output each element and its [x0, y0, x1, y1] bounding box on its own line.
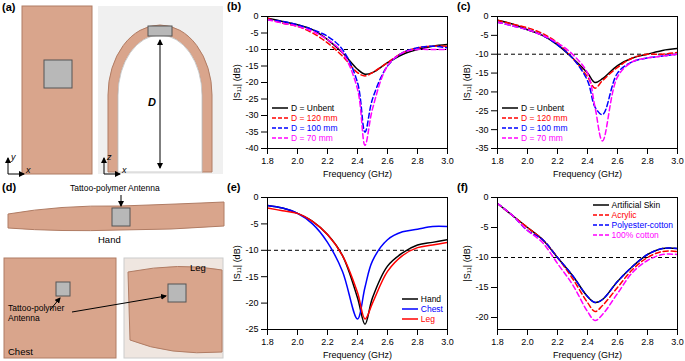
svg-text:-5: -5 — [480, 222, 488, 232]
html-text:Tattoo-polymer Antenna: Tattoo-polymer Antenna — [8, 303, 65, 323]
html-text:D = Unbent: D = Unbent — [291, 103, 335, 113]
html-text:Acrylic: Acrylic — [611, 210, 637, 220]
svg-text:1.8: 1.8 — [261, 156, 274, 166]
svg-text:1.8: 1.8 — [491, 337, 504, 347]
html-text:D = 120 mm: D = 120 mm — [521, 113, 568, 123]
svg-text:-30: -30 — [475, 125, 488, 135]
svg-text:-20: -20 — [245, 77, 258, 87]
svg-text:2.6: 2.6 — [381, 337, 394, 347]
svg-text:Frequency (GHz): Frequency (GHz) — [323, 169, 392, 179]
svg-text:-35: -35 — [475, 143, 488, 153]
svg-text:Frequency (GHz): Frequency (GHz) — [323, 350, 392, 360]
svg-text:|S₁₁| (dB): |S₁₁| (dB) — [232, 245, 242, 281]
svg-text:-10: -10 — [245, 245, 258, 255]
svg-text:2.2: 2.2 — [551, 156, 564, 166]
svg-text:2.8: 2.8 — [641, 156, 654, 166]
html-text:x: x — [26, 165, 31, 175]
svg-text:0: 0 — [253, 192, 258, 202]
svg-text:-25: -25 — [245, 94, 258, 104]
svg-text:2.2: 2.2 — [321, 337, 334, 347]
svg-text:2.6: 2.6 — [611, 337, 624, 347]
svg-text:2.4: 2.4 — [351, 337, 364, 347]
html-text:D = 70 mm: D = 70 mm — [521, 133, 563, 143]
svg-text:2.4: 2.4 — [581, 156, 594, 166]
svg-text:3.0: 3.0 — [441, 156, 454, 166]
svg-text:-20: -20 — [475, 87, 488, 97]
svg-text:-5: -5 — [250, 28, 258, 38]
svg-text:0: 0 — [253, 11, 258, 21]
html-text:z: z — [107, 152, 112, 162]
svg-text:0: 0 — [483, 11, 488, 21]
svg-text:1.8: 1.8 — [261, 337, 274, 347]
html-text:(f): (f) — [457, 181, 468, 193]
html-text:(e): (e) — [227, 181, 241, 193]
svg-text:|S₁₁| (dB): |S₁₁| (dB) — [232, 64, 242, 100]
html-text:D = 100 mm: D = 100 mm — [521, 123, 568, 133]
html-text:D = Unbent: D = Unbent — [521, 103, 565, 113]
svg-text:-25: -25 — [475, 106, 488, 116]
svg-text:Frequency (GHz): Frequency (GHz) — [553, 169, 622, 179]
html-text:Hand: Hand — [420, 294, 442, 304]
svg-text:|S₁₁| (dB): |S₁₁| (dB) — [462, 245, 472, 281]
svg-text:2.2: 2.2 — [551, 337, 564, 347]
svg-text:-10: -10 — [475, 49, 488, 59]
svg-text:-15: -15 — [245, 61, 258, 71]
svg-text:2.0: 2.0 — [291, 156, 304, 166]
svg-text:2.0: 2.0 — [521, 337, 534, 347]
svg-text:2.4: 2.4 — [351, 156, 364, 166]
svg-text:-15: -15 — [245, 272, 258, 282]
html-text:Tattoo-polymer Antenna: Tattoo-polymer Antenna — [70, 183, 160, 193]
svg-text:Frequency (GHz): Frequency (GHz) — [553, 350, 622, 360]
svg-text:3.0: 3.0 — [671, 337, 684, 347]
html-text:Polyester-cotton: Polyester-cotton — [611, 220, 673, 230]
svg-text:1.8: 1.8 — [491, 156, 504, 166]
svg-text:2.2: 2.2 — [321, 156, 334, 166]
svg-text:-10: -10 — [245, 44, 258, 54]
svg-text:-20: -20 — [245, 298, 258, 308]
html-text:Chest: Chest — [420, 304, 443, 314]
svg-text:2.8: 2.8 — [641, 337, 654, 347]
svg-text:3.0: 3.0 — [441, 337, 454, 347]
svg-text:-10: -10 — [475, 252, 488, 262]
svg-text:2.8: 2.8 — [411, 156, 424, 166]
svg-text:2.0: 2.0 — [291, 337, 304, 347]
html-text:Artificial Skin: Artificial Skin — [611, 200, 661, 210]
html-text:x: x — [122, 165, 127, 175]
svg-text:2.6: 2.6 — [611, 156, 624, 166]
svg-text:-20: -20 — [475, 312, 488, 322]
svg-text:-35: -35 — [245, 127, 258, 137]
svg-text:-5: -5 — [480, 30, 488, 40]
html-text:D = 70 mm: D = 70 mm — [291, 133, 333, 143]
html-text:D = 100 mm: D = 100 mm — [291, 123, 338, 133]
html-text:y: y — [11, 152, 16, 162]
html-text:Leg: Leg — [190, 262, 206, 273]
svg-text:2.4: 2.4 — [581, 337, 594, 347]
svg-text:3.0: 3.0 — [671, 156, 684, 166]
svg-text:-30: -30 — [245, 110, 258, 120]
html-text:Leg: Leg — [420, 314, 435, 324]
svg-text:0: 0 — [483, 192, 488, 202]
html-text:D: D — [148, 96, 156, 108]
html-text:(c): (c) — [457, 0, 471, 12]
svg-text:2.8: 2.8 — [411, 337, 424, 347]
svg-text:2.0: 2.0 — [521, 156, 534, 166]
svg-text:-15: -15 — [475, 282, 488, 292]
svg-text:-15: -15 — [475, 68, 488, 78]
html-text:D = 120 mm: D = 120 mm — [291, 113, 338, 123]
html-text:Chest: Chest — [8, 346, 33, 357]
svg-text:-5: -5 — [250, 219, 258, 229]
html-text:(d): (d) — [2, 181, 16, 193]
svg-text:-40: -40 — [245, 143, 258, 153]
html-text:(b): (b) — [227, 0, 241, 12]
svg-text:|S₁₁| (dB): |S₁₁| (dB) — [462, 64, 472, 100]
html-text:(a): (a) — [2, 1, 16, 13]
html-text:Hand: Hand — [98, 234, 121, 245]
svg-text:2.6: 2.6 — [381, 156, 394, 166]
html-text:100% cotton: 100% cotton — [611, 230, 659, 240]
svg-text:-25: -25 — [245, 324, 258, 334]
